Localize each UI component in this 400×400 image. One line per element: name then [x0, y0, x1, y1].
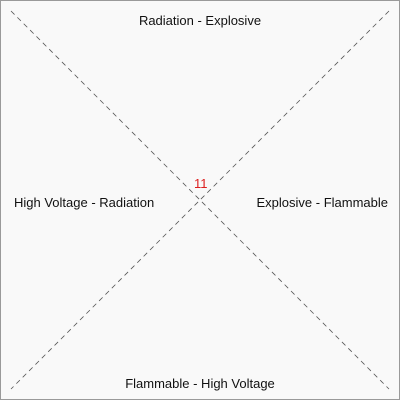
- diagonal-line-top-left-to-bottom-right: [10, 10, 390, 390]
- region-right-label[interactable]: Explosive - Flammable: [256, 195, 389, 210]
- diagonal-line-top-right-to-bottom-left: [10, 10, 390, 390]
- region-top-label[interactable]: Radiation - Explosive: [138, 13, 262, 28]
- region-left-label[interactable]: High Voltage - Radiation: [14, 195, 155, 210]
- center-value: 11: [194, 176, 208, 191]
- region-bottom-label[interactable]: Flammable - High Voltage: [125, 376, 275, 391]
